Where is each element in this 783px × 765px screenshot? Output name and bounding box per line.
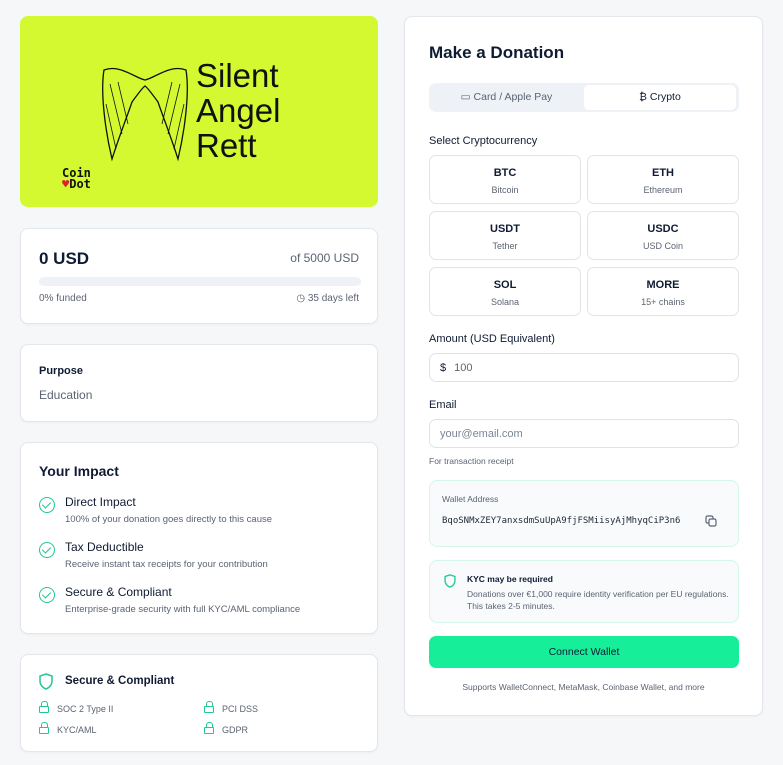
funded-percent: 0% funded: [39, 293, 87, 304]
impact-title: Your Impact: [39, 463, 119, 479]
dollar-sign: $: [440, 362, 447, 374]
badge-kyc: KYC/AML: [39, 722, 97, 735]
raised-amount: 0 USD: [39, 249, 90, 268]
wallet-address: BqoSNMxZEY7anxsdmSuUpA9fjFSMiisyAjMhyqCi…: [442, 516, 681, 526]
supported-wallets: Supports WalletConnect, MetaMask, Coinba…: [462, 682, 705, 692]
kyc-notice: KYC may be required Donations over €1,00…: [429, 560, 739, 623]
amount-input[interactable]: $100: [429, 353, 739, 382]
impact-item-desc: Enterprise-grade security with full KYC/…: [65, 604, 301, 615]
kyc-text: Donations over €1,000 require identity v…: [467, 589, 729, 611]
goal-amount: of 5000 USD: [290, 251, 359, 265]
donation-panel: Make a Donation ▭ Card / Apple Pay ₿ Cry…: [404, 16, 763, 716]
amount-label: Amount (USD Equivalent): [429, 333, 555, 345]
donation-title: Make a Donation: [429, 43, 565, 62]
impact-item-title: Tax Deductible: [65, 540, 144, 554]
wallet-label: Wallet Address: [442, 494, 499, 504]
impact-item-title: Direct Impact: [65, 495, 136, 509]
crypto-option-eth[interactable]: ETH Ethereum: [587, 155, 739, 204]
tab-crypto[interactable]: ₿ Crypto: [584, 85, 736, 110]
purpose-value: Education: [39, 388, 93, 402]
purpose-label: Purpose: [39, 365, 84, 377]
crypto-option-more[interactable]: MORE 15+ chains: [587, 267, 739, 316]
copy-icon[interactable]: [705, 515, 717, 527]
compliance-title: Secure & Compliant: [65, 675, 175, 687]
email-label: Email: [429, 399, 457, 411]
impact-item-desc: Receive instant tax receipts for your co…: [65, 559, 268, 570]
wallet-address-box: Wallet Address BqoSNMxZEY7anxsdmSuUpA9fj…: [429, 480, 739, 547]
crypto-option-sol[interactable]: SOL Solana: [429, 267, 581, 316]
shield-icon: [39, 673, 53, 690]
lock-icon: [39, 722, 49, 734]
campaign-title: Silent Angel Rett: [196, 57, 281, 164]
impact-item-title: Secure & Compliant: [65, 585, 172, 599]
days-left: ◷ 35 days left: [296, 293, 359, 304]
campaign-image: Silent Angel Rett Coin ♥Dot: [20, 16, 378, 207]
tab-card[interactable]: ▭ Card / Apple Pay: [460, 91, 553, 103]
impact-card: Your Impact Direct Impact 100% of your d…: [20, 442, 378, 634]
email-hint: For transaction receipt: [429, 456, 514, 466]
credit-card-icon: ▭: [460, 91, 474, 103]
check-circle-icon: [39, 497, 55, 513]
shield-icon: [444, 574, 456, 588]
purpose-card: Purpose Education: [20, 344, 378, 422]
crypto-option-usdc[interactable]: USDC USD Coin: [587, 211, 739, 260]
progress-bar: [39, 277, 361, 286]
funding-card: 0 USD of 5000 USD 0% funded ◷ 35 days le…: [20, 228, 378, 324]
payment-tabs: ▭ Card / Apple Pay ₿ Crypto: [429, 83, 739, 112]
lock-icon: [39, 701, 49, 713]
crypto-option-btc[interactable]: BTC Bitcoin: [429, 155, 581, 204]
badge-pci: PCI DSS: [204, 701, 258, 714]
bitcoin-icon: ₿: [639, 91, 650, 103]
crypto-option-usdt[interactable]: USDT Tether: [429, 211, 581, 260]
select-crypto-label: Select Cryptocurrency: [429, 135, 538, 147]
kyc-title: KYC may be required: [467, 574, 553, 584]
coindot-logo: Coin ♥Dot: [62, 166, 91, 191]
check-circle-icon: [39, 542, 55, 558]
compliance-card: Secure & Compliant SOC 2 Type II PCI DSS…: [20, 654, 378, 752]
angel-wings-image: [102, 67, 188, 162]
connect-wallet-button[interactable]: Connect Wallet: [429, 636, 739, 668]
lock-icon: [204, 722, 214, 734]
clock-icon: ◷: [296, 293, 308, 304]
check-circle-icon: [39, 587, 55, 603]
email-input[interactable]: your@email.com: [429, 419, 739, 448]
lock-icon: [204, 701, 214, 713]
badge-soc2: SOC 2 Type II: [39, 701, 113, 714]
badge-gdpr: GDPR: [204, 722, 248, 735]
impact-item-desc: 100% of your donation goes directly to t…: [65, 514, 273, 525]
